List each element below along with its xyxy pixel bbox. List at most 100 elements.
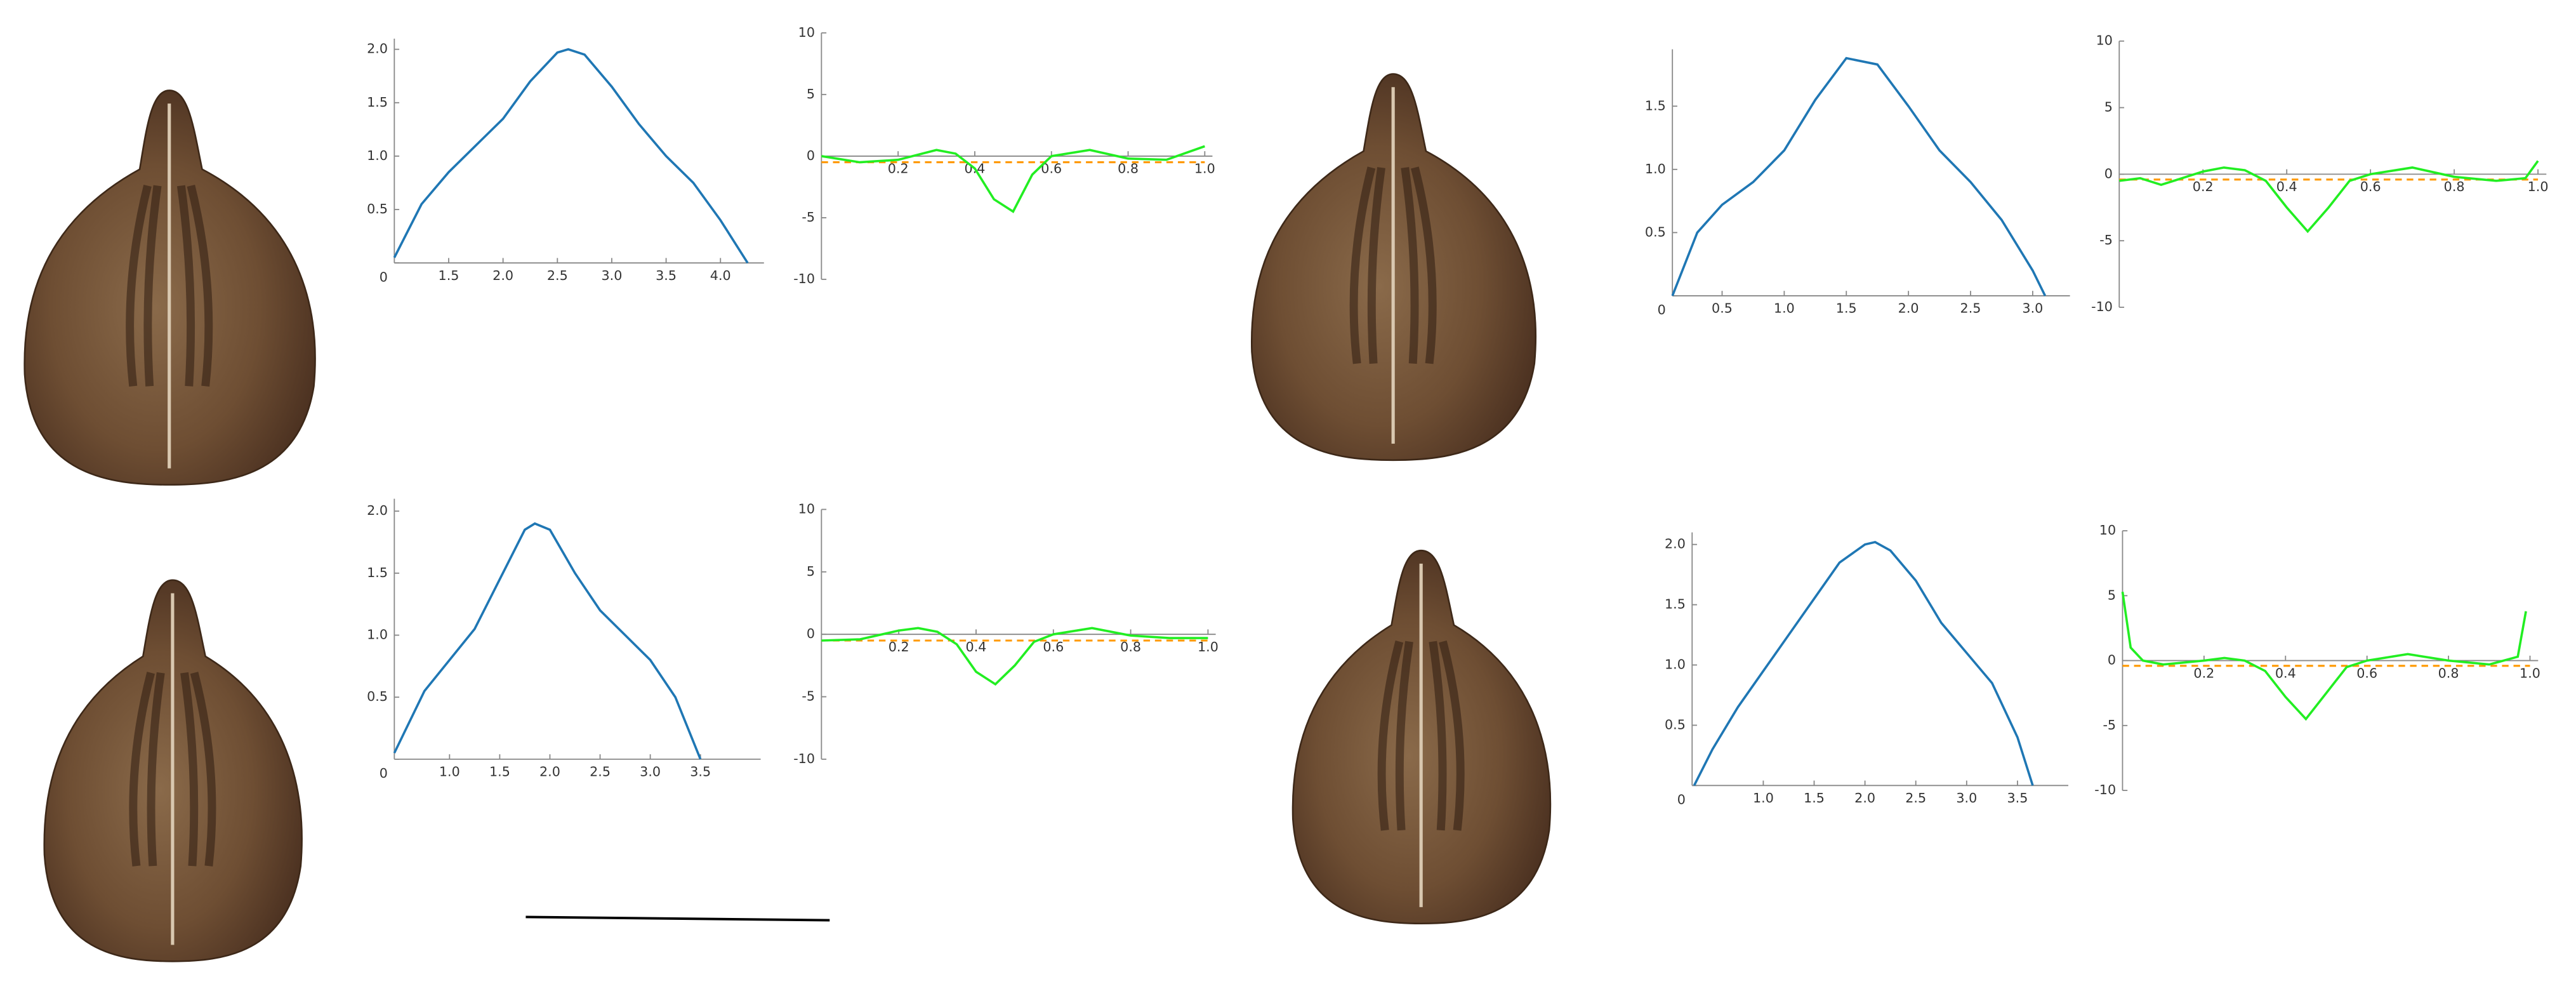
x-tick-label: 2.5 bbox=[547, 268, 568, 283]
y-tick-label: -5 bbox=[802, 689, 815, 704]
y-tick-label: 0 bbox=[1658, 302, 1666, 317]
seed-streak bbox=[143, 185, 162, 387]
y-tick-label: 0.5 bbox=[367, 689, 388, 704]
x-tick-label: 0.4 bbox=[966, 639, 987, 655]
y-tick-label: 2.0 bbox=[367, 41, 388, 57]
scale-bar bbox=[525, 915, 830, 922]
y-tick-label: 0 bbox=[2108, 653, 2116, 668]
y-tick-label: 1.5 bbox=[367, 565, 388, 580]
series-line bbox=[1671, 57, 2047, 296]
x-tick-label: 3.5 bbox=[2007, 790, 2028, 806]
y-tick-label: 5 bbox=[807, 86, 815, 102]
y-tick-label: -10 bbox=[2094, 782, 2116, 797]
x-tick-label: 1.0 bbox=[1774, 301, 1795, 316]
series-line bbox=[1693, 540, 2034, 787]
y-tick-label: -5 bbox=[802, 209, 815, 225]
y-tick-label: 0.5 bbox=[367, 201, 388, 216]
y-tick-label: 0.5 bbox=[1665, 717, 1686, 732]
seed-streak bbox=[180, 672, 199, 867]
seed-streak bbox=[126, 184, 152, 387]
y-tick-label: 0 bbox=[1677, 792, 1686, 808]
x-tick-label: 0.8 bbox=[2438, 665, 2459, 681]
seed-streak bbox=[1377, 640, 1404, 831]
seed-streak bbox=[1429, 641, 1447, 831]
y-tick-label: 2.0 bbox=[1665, 536, 1686, 552]
seed-streak bbox=[190, 672, 216, 867]
seed-streak bbox=[176, 185, 195, 387]
seed-streak bbox=[129, 672, 155, 867]
seed-streak bbox=[1395, 641, 1413, 831]
x-tick-label: 1.5 bbox=[489, 764, 510, 780]
y-tick-label: 0 bbox=[380, 269, 388, 284]
x-tick-label: 1.0 bbox=[2528, 179, 2549, 194]
x-tick-label: 1.5 bbox=[1836, 301, 1857, 316]
y-tick-label: 10 bbox=[798, 501, 815, 516]
y-tick-label: 10 bbox=[2096, 33, 2113, 48]
x-tick-label: 3.0 bbox=[2022, 301, 2043, 316]
y-tick-label: 10 bbox=[798, 25, 815, 40]
x-tick-label: 0.4 bbox=[2275, 665, 2296, 681]
y-tick-label: 1.0 bbox=[367, 148, 388, 163]
x-tick-label: 1.0 bbox=[1198, 639, 1219, 655]
series-line bbox=[393, 48, 749, 264]
x-tick-label: 2.0 bbox=[492, 268, 513, 283]
x-tick-label: 0.6 bbox=[2356, 665, 2377, 681]
y-tick-label: 0 bbox=[807, 626, 815, 641]
y-tick-label: -10 bbox=[2091, 299, 2113, 314]
x-tick-label: 1.5 bbox=[439, 268, 459, 283]
series-line bbox=[2121, 591, 2527, 721]
x-tick-label: 0.8 bbox=[1118, 161, 1139, 176]
y-tick-label: -10 bbox=[793, 751, 815, 766]
y-tick-label: -5 bbox=[2103, 717, 2116, 733]
seed-streak bbox=[187, 184, 213, 387]
seed-streak bbox=[1411, 166, 1437, 364]
series-line bbox=[393, 522, 702, 760]
seed-photos bbox=[23, 73, 1552, 962]
y-tick-label: -5 bbox=[2099, 232, 2113, 248]
y-tick-label: 5 bbox=[2108, 587, 2116, 602]
x-tick-label: 2.5 bbox=[1905, 790, 1926, 806]
x-tick-label: 0.5 bbox=[1712, 301, 1733, 316]
x-tick-label: 1.5 bbox=[1804, 790, 1825, 806]
y-tick-label: 1.0 bbox=[1665, 656, 1686, 672]
y-tick-label: 1.0 bbox=[367, 627, 388, 642]
seed-streak bbox=[147, 672, 165, 867]
series-line bbox=[821, 145, 1205, 213]
x-tick-label: 0.4 bbox=[2276, 179, 2297, 194]
x-tick-label: 3.5 bbox=[690, 764, 711, 780]
y-tick-label: 5 bbox=[2104, 100, 2113, 115]
x-tick-label: 0.2 bbox=[2193, 179, 2214, 194]
x-tick-label: 0.6 bbox=[1043, 639, 1064, 655]
series-line bbox=[821, 627, 1208, 686]
x-tick-label: 2.0 bbox=[1898, 301, 1919, 316]
y-tick-label: 1.0 bbox=[1645, 161, 1666, 176]
x-tick-label: 3.0 bbox=[640, 764, 661, 780]
x-tick-label: 3.0 bbox=[1956, 790, 1977, 806]
x-tick-label: 2.0 bbox=[539, 764, 560, 780]
seed-streak bbox=[1367, 167, 1385, 364]
x-tick-label: 0.8 bbox=[2444, 179, 2465, 194]
seed-streak bbox=[1349, 166, 1376, 364]
x-tick-label: 0.2 bbox=[2193, 665, 2214, 681]
seed-streak bbox=[1401, 167, 1419, 364]
x-tick-label: 4.0 bbox=[710, 268, 731, 283]
seed-streak bbox=[1439, 640, 1465, 831]
x-tick-label: 0.2 bbox=[888, 639, 909, 655]
x-tick-label: 2.5 bbox=[1960, 301, 1981, 316]
y-tick-label: 0.5 bbox=[1645, 224, 1666, 239]
y-tick-label: 10 bbox=[2099, 522, 2116, 538]
y-tick-label: 1.5 bbox=[367, 95, 388, 110]
x-tick-label: 2.5 bbox=[590, 764, 611, 780]
x-tick-label: 1.0 bbox=[439, 764, 460, 780]
x-tick-label: 1.0 bbox=[2520, 665, 2540, 681]
y-tick-label: 5 bbox=[807, 564, 815, 579]
y-tick-label: 0 bbox=[2104, 166, 2113, 181]
y-tick-label: -10 bbox=[793, 271, 815, 286]
y-tick-label: 0 bbox=[807, 148, 815, 163]
x-tick-label: 0.8 bbox=[1120, 639, 1141, 655]
x-tick-label: 1.0 bbox=[1753, 790, 1774, 806]
y-tick-label: 1.5 bbox=[1665, 597, 1686, 612]
series-line bbox=[2119, 160, 2539, 234]
x-tick-label: 1.0 bbox=[1194, 161, 1215, 176]
